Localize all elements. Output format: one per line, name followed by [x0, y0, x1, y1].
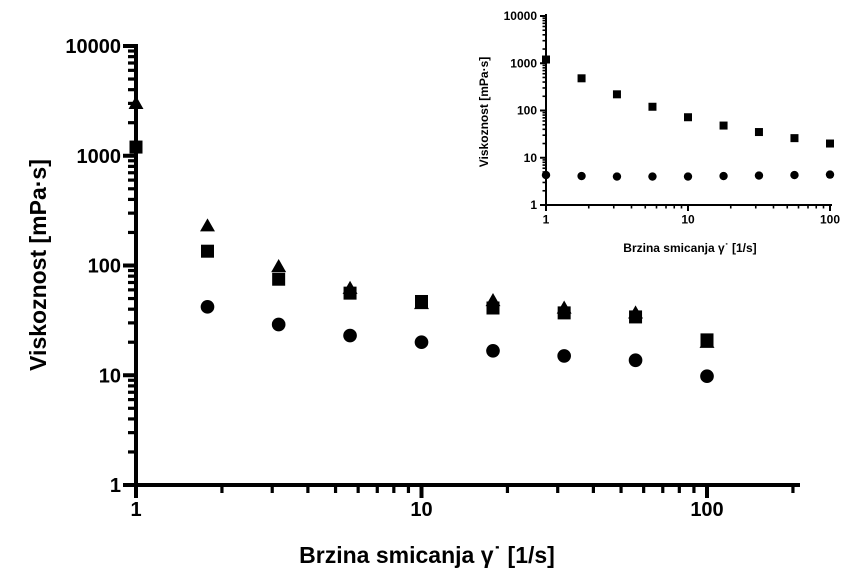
data-point-circle [577, 171, 586, 181]
y-tick-label: 10 [524, 151, 538, 165]
x-axis-title: Brzina smicanja γ˙ [1/s] [623, 241, 756, 255]
y-axis-title: Viskoznost [mPa·s] [25, 159, 51, 371]
data-point-circle [343, 328, 357, 343]
data-point-circle [486, 343, 500, 358]
data-point-square [629, 310, 643, 324]
data-point-circle [557, 349, 571, 363]
data-point-square [754, 128, 763, 137]
x-axis-title: Brzina smicanja γ˙ [1/s] [299, 542, 555, 568]
data-point-circle [541, 170, 551, 180]
data-point-circle [612, 172, 622, 181]
data-point-square [719, 121, 728, 130]
x-tick-label: 1 [130, 499, 141, 521]
data-point-circle [648, 172, 657, 181]
y-tick-label: 1000 [510, 56, 537, 70]
y-tick-label: 1 [110, 475, 121, 497]
x-tick-label: 100 [820, 213, 840, 227]
data-point-square [684, 113, 692, 122]
y-tick-label: 1000 [77, 146, 122, 168]
data-point-square [542, 55, 550, 64]
data-point-square [557, 306, 571, 320]
data-point-circle [683, 172, 693, 181]
x-tick-label: 1 [543, 213, 550, 227]
data-point-square [826, 139, 834, 148]
inset-chart: 1 10 100 1000 10000 1 10 100 Brzina smicanja γ˙ … [477, 9, 840, 255]
y-axis-title: Viskoznost [mPa·s] [477, 57, 491, 167]
x-tick-label: 100 [690, 499, 723, 521]
y-tick-label: 1 [530, 198, 537, 212]
data-point-square [790, 134, 799, 143]
data-point-triangle [271, 258, 287, 273]
y-tick-label: 100 [517, 104, 537, 118]
data-point-square [577, 74, 586, 83]
data-point-square [343, 286, 357, 300]
y-tick-label: 10 [99, 365, 121, 387]
data-point-circle [271, 317, 286, 332]
data-point-circle [790, 170, 799, 180]
data-point-square [648, 102, 657, 111]
data-point-square [200, 244, 214, 258]
data-point-square [272, 272, 286, 286]
y-tick-label: 10000 [65, 36, 121, 58]
main-chart: 1 10 100 1000 10000 1 10 100 Brzina smicanja γ˙ … [25, 36, 800, 568]
x-tick-label: 10 [681, 213, 695, 227]
data-point-square [486, 301, 500, 315]
data-point-circle [414, 335, 429, 350]
data-point-square [129, 140, 143, 154]
data-point-circle [700, 369, 714, 384]
data-point-square [612, 90, 621, 99]
data-point-circle [200, 300, 215, 314]
y-tick-label: 100 [88, 256, 121, 278]
data-point-circle [719, 171, 728, 181]
data-point-triangle [128, 95, 144, 109]
data-point-circle [628, 353, 643, 368]
data-point-square [415, 294, 428, 308]
data-point-square [700, 333, 714, 347]
data-point-circle [825, 170, 835, 179]
x-tick-label: 10 [410, 499, 432, 521]
y-tick-label: 10000 [504, 9, 538, 23]
data-point-triangle [200, 218, 215, 232]
data-point-circle [754, 171, 764, 180]
